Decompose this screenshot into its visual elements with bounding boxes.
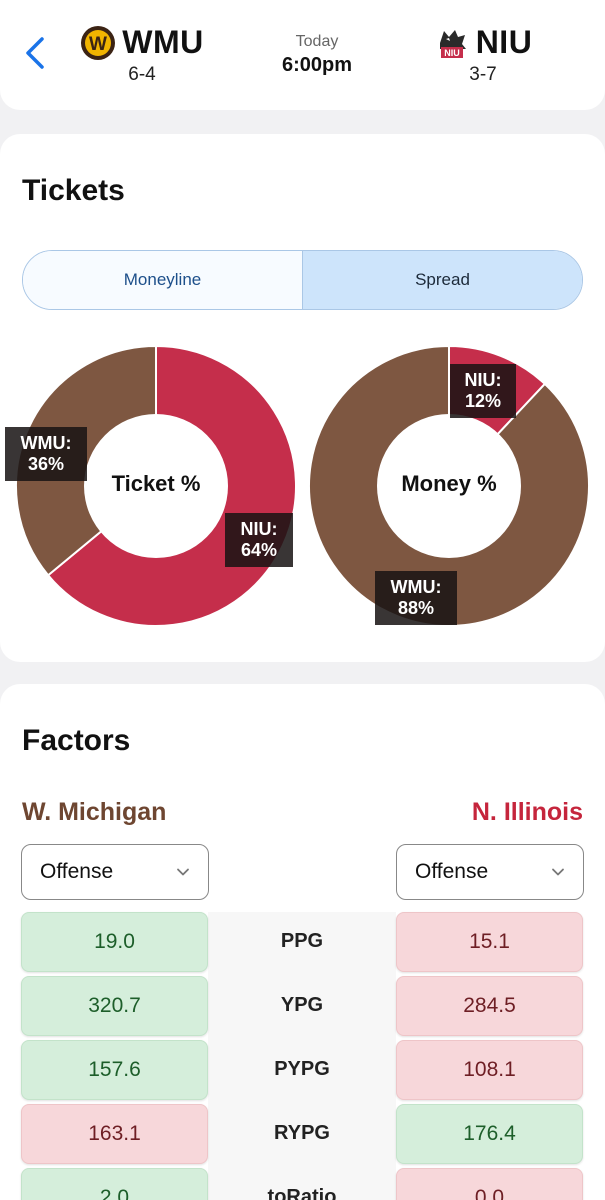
away-stat-cell: 320.7 <box>21 976 208 1036</box>
home-stat-cell: 284.5 <box>396 976 583 1036</box>
game-header: W WMU 6-4 Today 6:00pm NIU NIU 3-7 <box>0 0 605 110</box>
money-away-value: 88% <box>397 598 435 618</box>
ticket-away-label: WMU: 36% <box>5 427 87 481</box>
away-stat-cell: 19.0 <box>21 912 208 972</box>
home-team-abbr: NIU <box>475 24 533 60</box>
stat-row: 320.7 YPG 284.5 <box>0 976 605 1038</box>
tickets-title: Tickets <box>22 174 125 207</box>
stat-label: YPG <box>280 994 324 1016</box>
stat-label: RYPG <box>274 1122 330 1144</box>
money-chart-center-label: Money % <box>401 471 497 496</box>
game-start-time: 6:00pm <box>281 54 353 76</box>
stat-row: 163.1 RYPG 176.4 <box>0 1104 605 1166</box>
svg-text:W: W <box>89 34 107 55</box>
back-chevron-icon[interactable] <box>22 36 50 70</box>
stat-label-column <box>208 912 396 1200</box>
factors-card: Factors W. Michigan N. Illinois Offense … <box>0 684 605 1200</box>
wmu-logo-icon: W <box>81 25 116 60</box>
away-select-value: Offense <box>40 860 114 883</box>
game-day: Today <box>295 33 339 50</box>
stat-label: PPG <box>280 930 324 952</box>
money-pct-chart: Money % NIU: 12% WMU: 88% <box>308 344 590 627</box>
tickets-card: Tickets Moneyline Spread Ticket % WMU: 3… <box>0 134 605 662</box>
home-stat-cell: 176.4 <box>396 1104 583 1164</box>
game-time: Today 6:00pm <box>262 33 372 77</box>
svg-text:NIU: NIU <box>444 48 460 58</box>
ticket-home-team: NIU: <box>240 519 278 539</box>
away-team-record: 6-4 <box>128 64 156 85</box>
home-select-value: Offense <box>415 860 489 883</box>
home-stat-cell: 15.1 <box>396 912 583 972</box>
home-factor-select[interactable]: Offense <box>396 844 584 900</box>
chevron-down-icon <box>177 868 189 876</box>
ticket-pct-chart: Ticket % WMU: 36% NIU: 64% <box>5 344 297 627</box>
home-team-name: N. Illinois <box>471 798 583 826</box>
ticket-away-team: WMU: <box>20 433 72 453</box>
stat-label: PYPG <box>274 1058 330 1080</box>
home-team[interactable]: NIU NIU 3-7 <box>428 24 538 86</box>
money-away-team: WMU: <box>390 577 442 597</box>
stat-row: 19.0 PPG 15.1 <box>0 912 605 974</box>
money-home-label: NIU: 12% <box>450 364 516 418</box>
away-team-name: W. Michigan <box>22 798 167 826</box>
away-factor-select[interactable]: Offense <box>21 844 209 900</box>
away-stat-cell: 2.0 <box>21 1168 208 1200</box>
money-donut-hole <box>377 414 521 558</box>
money-home-value: 12% <box>464 391 502 411</box>
home-team-record: 3-7 <box>469 64 497 85</box>
stat-row: 157.6 PYPG 108.1 <box>0 1040 605 1102</box>
bet-type-toggle: Moneyline Spread <box>22 250 583 310</box>
chevron-down-icon <box>552 868 564 876</box>
niu-logo-icon: NIU <box>439 29 466 58</box>
ticket-home-value: 64% <box>240 540 278 560</box>
moneyline-tab[interactable]: Moneyline <box>23 251 303 309</box>
spread-tab[interactable]: Spread <box>303 251 582 309</box>
away-team[interactable]: W WMU 6-4 <box>72 24 212 86</box>
factors-title: Factors <box>22 724 131 757</box>
ticket-home-label: NIU: 64% <box>225 513 293 567</box>
home-stat-cell: 0.0 <box>396 1168 583 1200</box>
stat-row: 2.0 toRatio 0.0 <box>0 1168 605 1200</box>
away-team-abbr: WMU <box>122 24 204 60</box>
money-home-team: NIU: <box>464 370 502 390</box>
stat-label: toRatio <box>267 1186 337 1200</box>
away-stat-cell: 157.6 <box>21 1040 208 1100</box>
ticket-away-value: 36% <box>27 454 65 474</box>
home-stat-cell: 108.1 <box>396 1040 583 1100</box>
money-away-label: WMU: 88% <box>375 571 457 625</box>
ticket-chart-center-label: Ticket % <box>111 471 201 496</box>
ticket-donut-hole <box>84 414 228 558</box>
away-stat-cell: 163.1 <box>21 1104 208 1164</box>
